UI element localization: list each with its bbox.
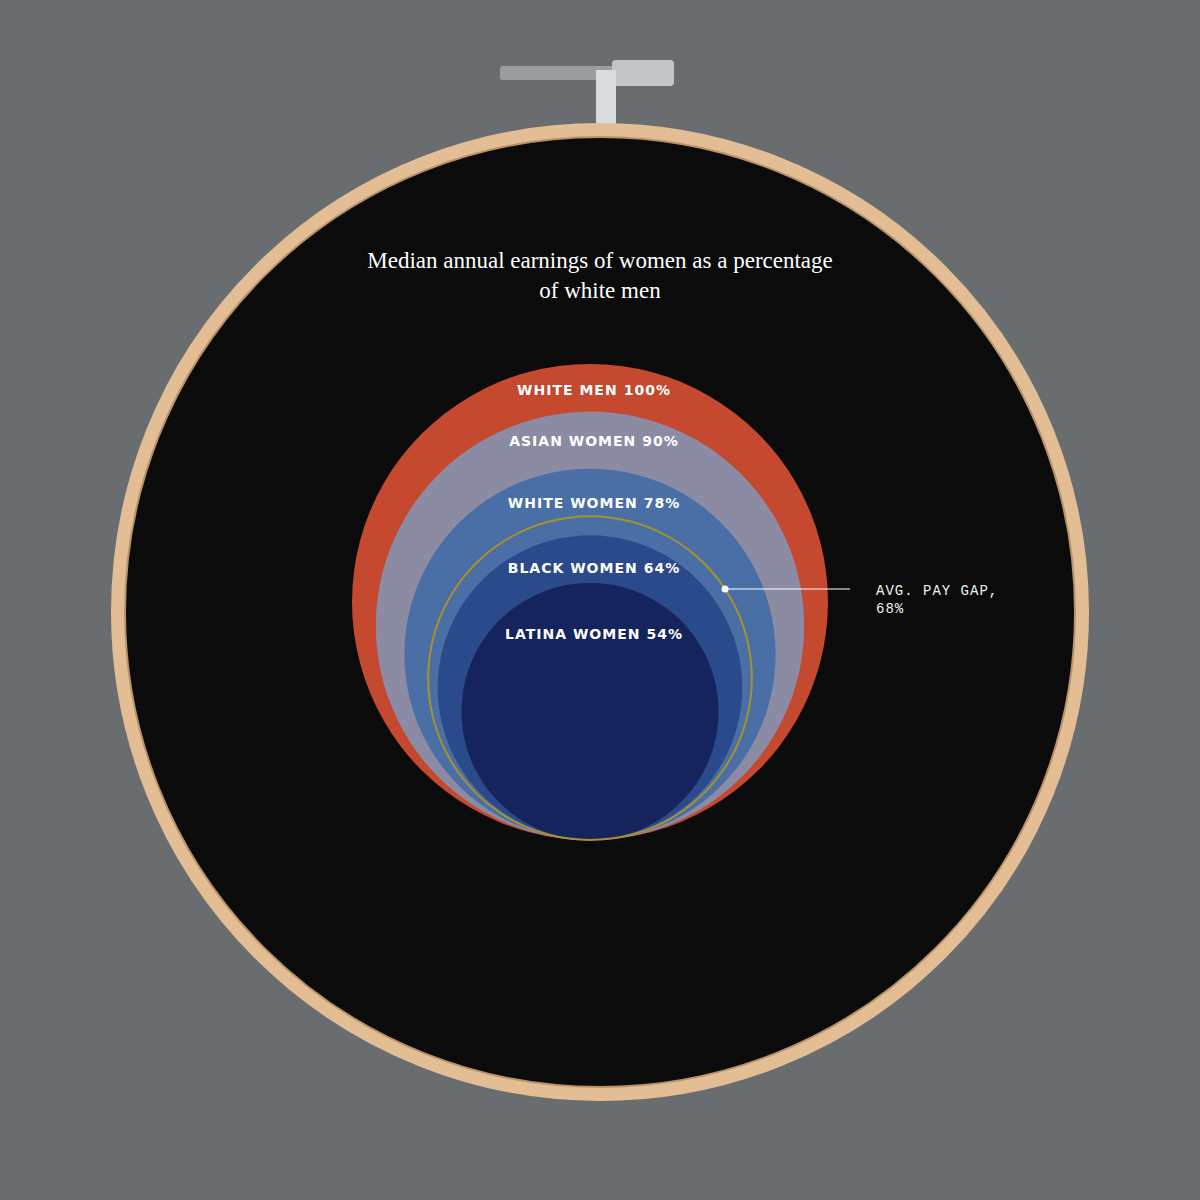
svg-text:68%: 68% bbox=[876, 601, 904, 617]
svg-text:LATINA WOMEN54%: LATINA WOMEN54% bbox=[505, 626, 683, 642]
html-text:Median annual earnings of wome: Median annual earnings of women as a per… bbox=[367, 248, 833, 303]
svg-text:WHITE MEN100%: WHITE MEN100% bbox=[517, 382, 671, 398]
svg-text:AVG. PAY GAP,: AVG. PAY GAP, bbox=[876, 583, 998, 599]
svg-text:WHITE WOMEN78%: WHITE WOMEN78% bbox=[508, 495, 680, 511]
svg-text:ASIAN WOMEN90%: ASIAN WOMEN90% bbox=[509, 433, 679, 449]
svg-text:BLACK WOMEN64%: BLACK WOMEN64% bbox=[508, 560, 681, 576]
